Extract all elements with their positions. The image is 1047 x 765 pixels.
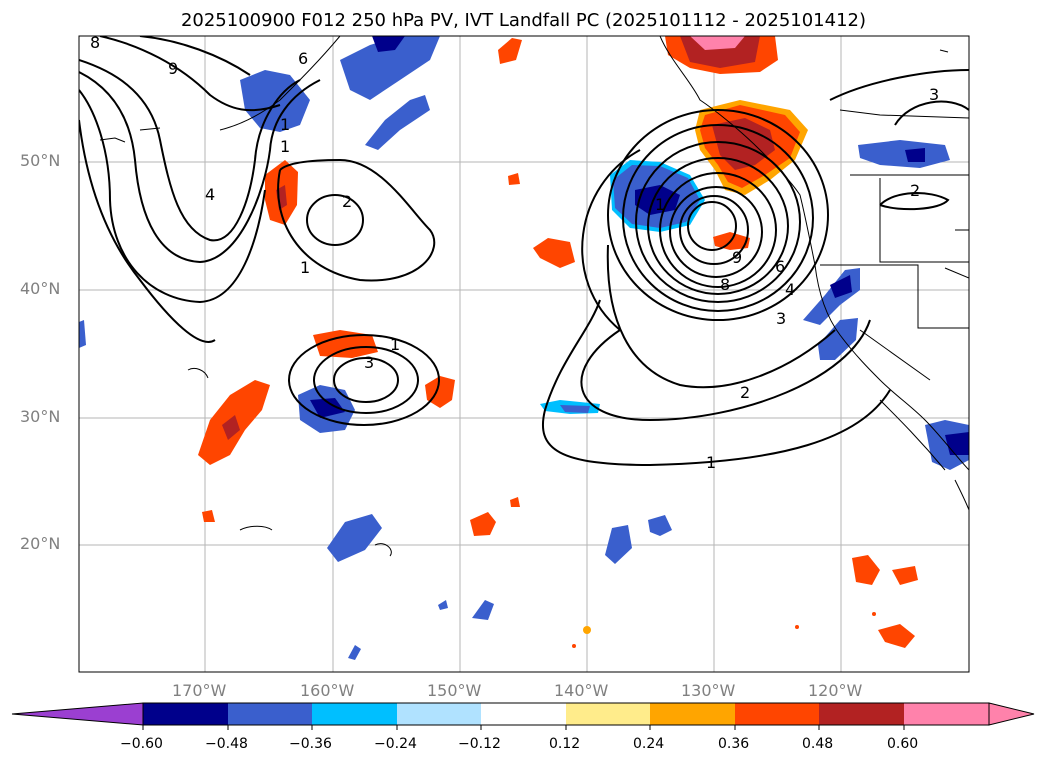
- lat-label-50n: 50°N: [20, 151, 61, 170]
- contour-label: 9: [168, 59, 178, 78]
- contour-label: 2: [342, 192, 352, 211]
- coastlines: [99, 36, 969, 557]
- contour-label: 3: [364, 353, 374, 372]
- lon-label-120w: 120°W: [808, 681, 863, 700]
- contour-label: 9: [732, 248, 742, 267]
- map-title: 2025100900 F012 250 hPa PV, IVT Landfall…: [180, 10, 867, 31]
- contour-label: 1: [280, 115, 290, 134]
- colorbar-tick-label: −0.36: [289, 736, 332, 752]
- lat-label-20n: 20°N: [20, 534, 61, 553]
- lat-label-40n: 40°N: [20, 279, 61, 298]
- contour-label: 1: [390, 335, 400, 354]
- colorbar-extend-low: [11, 702, 144, 726]
- colorbar-tick-label: 0.12: [549, 736, 581, 752]
- contour-label: 6: [775, 257, 785, 276]
- colorbar: [11, 702, 1035, 730]
- contour-label: 3: [776, 309, 786, 328]
- lon-label-160w: 160°W: [300, 681, 355, 700]
- lon-label-170w: 170°W: [172, 681, 227, 700]
- contour-label: 6: [298, 49, 308, 68]
- colorbar-tick-label: 0.48: [802, 736, 834, 752]
- colorbar-extend-high: [988, 702, 1035, 726]
- contour-label: 1: [300, 258, 310, 277]
- contour-label: 1: [655, 195, 665, 214]
- colorbar-tick-label: −0.24: [374, 736, 417, 752]
- colorbar-tick-label: 0.60: [887, 736, 919, 752]
- contour-label: 2: [910, 181, 920, 200]
- contour-label: 8: [90, 33, 100, 52]
- map-frame: [78, 35, 970, 673]
- contour-label: 3: [929, 85, 939, 104]
- contour-label: 1: [280, 137, 290, 156]
- lon-label-130w: 130°W: [681, 681, 736, 700]
- contour-label: 2: [740, 383, 750, 402]
- contour-label: 1: [706, 453, 716, 472]
- contour-label: 4: [785, 280, 795, 299]
- contour-label: 8: [720, 275, 730, 294]
- colorbar-tick-label: −0.12: [458, 736, 501, 752]
- colorbar-tick-label: −0.48: [205, 736, 248, 752]
- pv-contours: [79, 36, 969, 467]
- colorbar-tick-label: −0.60: [120, 736, 163, 752]
- lon-label-150w: 150°W: [427, 681, 482, 700]
- contour-label: 4: [205, 185, 215, 204]
- lon-label-140w: 140°W: [554, 681, 609, 700]
- colorbar-tick-label: 0.24: [633, 736, 665, 752]
- lat-label-30n: 30°N: [20, 407, 61, 426]
- colorbar-tick-label: 0.36: [718, 736, 750, 752]
